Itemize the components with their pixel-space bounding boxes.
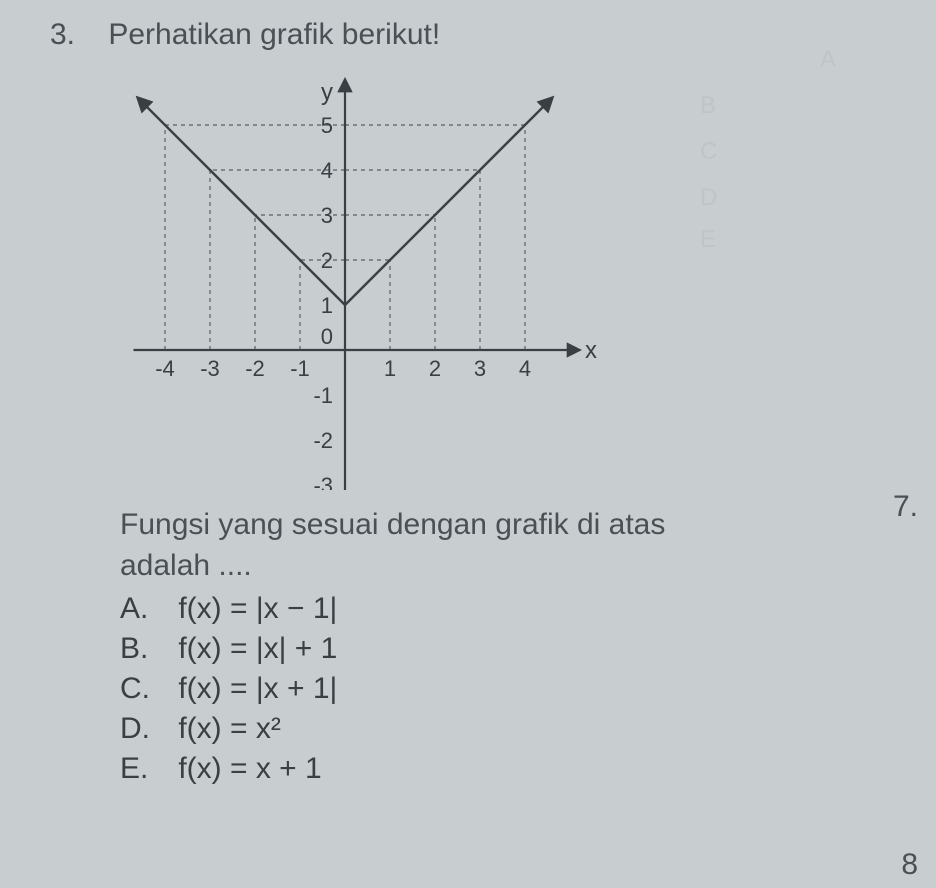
svg-text:2: 2 xyxy=(321,248,333,273)
svg-text:3: 3 xyxy=(321,203,333,228)
svg-text:1: 1 xyxy=(321,293,333,318)
question-header: 3. Perhatikan grafik berikut! xyxy=(50,18,906,52)
svg-text:2: 2 xyxy=(429,356,441,381)
svg-text:3: 3 xyxy=(474,356,486,381)
svg-text:5: 5 xyxy=(321,113,333,138)
svg-text:-3: -3 xyxy=(313,473,333,490)
abs-value-graph: -4 -3 -2 -1 1 2 3 4 1 2 3 4 5 -1 -2 -3 0 x y xyxy=(120,60,620,490)
graph-container: -4 -3 -2 -1 1 2 3 4 1 2 3 4 5 -1 -2 -3 0 x y xyxy=(120,60,906,495)
option-e: E. f(x) = x + 1 xyxy=(120,752,906,786)
question-prompt: Fungsi yang sesuai dengan grafik di atas… xyxy=(120,505,906,586)
option-b: B. f(x) = |x| + 1 xyxy=(120,632,906,666)
next-question-8: 8 xyxy=(901,848,918,882)
option-a: A. f(x) = |x − 1| xyxy=(120,592,906,626)
question-instruction: Perhatikan grafik berikut! xyxy=(108,18,440,51)
svg-text:4: 4 xyxy=(321,158,333,183)
svg-text:-2: -2 xyxy=(245,356,265,381)
svg-text:-2: -2 xyxy=(313,428,333,453)
bleed-text: A xyxy=(820,46,837,74)
svg-text:-3: -3 xyxy=(200,356,220,381)
svg-text:-4: -4 xyxy=(155,356,175,381)
svg-text:y: y xyxy=(321,79,333,106)
question-number: 3. xyxy=(50,18,100,52)
svg-text:x: x xyxy=(585,337,597,364)
bleed-text: C xyxy=(700,138,718,166)
svg-text:-1: -1 xyxy=(313,383,333,408)
next-question-7: 7. xyxy=(893,490,918,524)
bleed-text: E xyxy=(700,226,717,254)
svg-text:0: 0 xyxy=(321,324,333,349)
svg-text:-1: -1 xyxy=(290,356,310,381)
svg-text:1: 1 xyxy=(384,356,396,381)
bleed-text: B xyxy=(700,92,717,120)
svg-text:4: 4 xyxy=(519,356,531,381)
bleed-text: D xyxy=(700,184,718,212)
option-c: C. f(x) = |x + 1| xyxy=(120,672,906,706)
option-d: D. f(x) = x² xyxy=(120,712,906,746)
answer-options: A. f(x) = |x − 1| B. f(x) = |x| + 1 C. f… xyxy=(120,592,906,786)
